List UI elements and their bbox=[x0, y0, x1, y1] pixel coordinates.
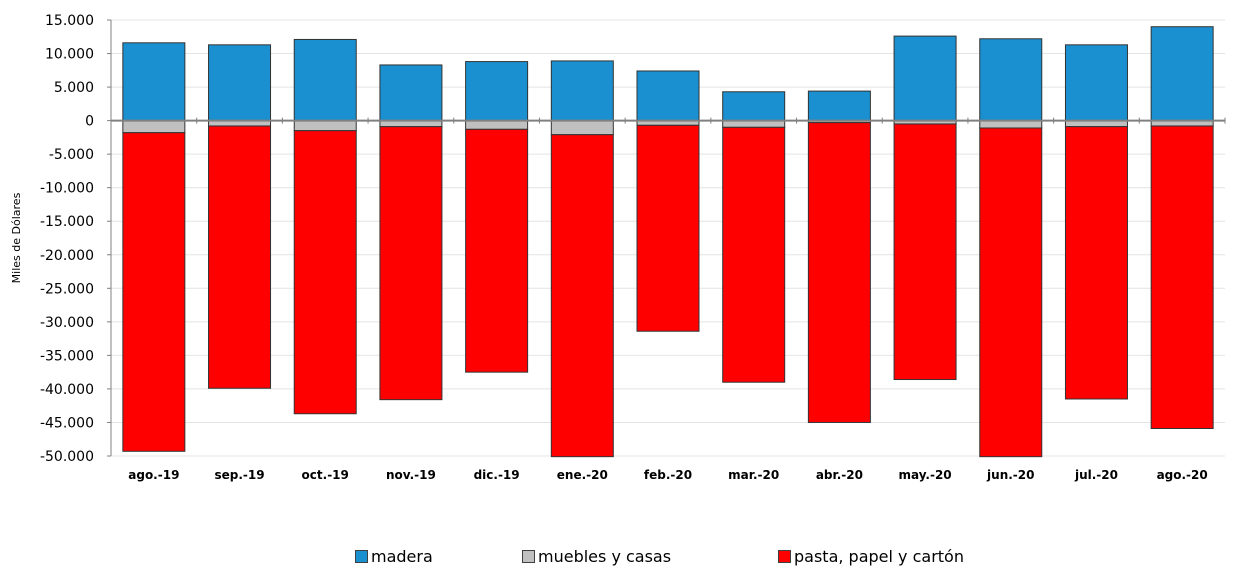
bar-pasta-papel-y-cart-n-ago-19 bbox=[122, 132, 186, 452]
bar-muebles-y-casas-dic-19 bbox=[465, 120, 529, 130]
bar-pasta-papel-y-cart-n-may-20 bbox=[893, 123, 957, 381]
x-tick-label: ago.-19 bbox=[128, 468, 179, 482]
bars bbox=[122, 26, 1214, 458]
x-tick-label: mar.-20 bbox=[728, 468, 779, 482]
legend-item-madera: madera bbox=[355, 547, 433, 566]
x-tick-label: may.-20 bbox=[898, 468, 951, 482]
stacked-bar-chart: 15.000 10.000 5.000 0 -5.000 -10.000 -15.000 -2… bbox=[10, 13, 1226, 482]
y-tick-label: -10.000 bbox=[40, 181, 94, 197]
legend-swatch-madera bbox=[355, 550, 368, 563]
bar-muebles-y-casas-oct-19 bbox=[293, 120, 357, 132]
y-tick-labels: 15.000 10.000 5.000 0 -5.000 -10.000 -15.000 -2… bbox=[40, 13, 94, 465]
axes bbox=[107, 19, 1226, 457]
bar-muebles-y-casas-mar-20 bbox=[722, 120, 786, 128]
bar-pasta-papel-y-cart-n-jul-20 bbox=[1064, 126, 1128, 400]
x-tick-label: ago.-20 bbox=[1157, 468, 1208, 482]
y-tick-label: -5.000 bbox=[49, 147, 94, 163]
y-tick-label: -15.000 bbox=[40, 214, 94, 230]
y-tick-label: -30.000 bbox=[40, 315, 94, 331]
x-tick-label: nov.-19 bbox=[386, 468, 436, 482]
bar-madera-sep-19 bbox=[208, 44, 272, 122]
bar-pasta-papel-y-cart-n-ago-20 bbox=[1150, 125, 1214, 429]
y-tick-label: 15.000 bbox=[45, 13, 94, 29]
bar-muebles-y-casas-jun-20 bbox=[979, 120, 1043, 129]
y-tick-label: -40.000 bbox=[40, 382, 94, 398]
legend-label-madera: madera bbox=[371, 547, 433, 566]
bar-madera-jun-20 bbox=[979, 38, 1043, 122]
bar-pasta-papel-y-cart-n-abr-20 bbox=[807, 122, 871, 423]
legend-swatch-pasta-papel-y-carton bbox=[778, 550, 791, 563]
bar-muebles-y-casas-ene-20 bbox=[550, 120, 614, 136]
bar-muebles-y-casas-ago-19 bbox=[122, 120, 186, 134]
bar-madera-feb-20 bbox=[636, 70, 700, 122]
legend-swatch-muebles-y-casas bbox=[522, 550, 535, 563]
bar-madera-jul-20 bbox=[1064, 44, 1128, 122]
bar-pasta-papel-y-cart-n-jun-20 bbox=[979, 127, 1043, 458]
bar-madera-may-20 bbox=[893, 35, 957, 122]
legend: madera muebles y casas pasta, papel y ca… bbox=[0, 547, 1237, 567]
legend-item-pasta-papel-y-carton: pasta, papel y cartón bbox=[778, 547, 964, 566]
bar-madera-oct-19 bbox=[293, 38, 357, 122]
bar-pasta-papel-y-cart-n-mar-20 bbox=[722, 126, 786, 383]
legend-label-pasta-papel-y-carton: pasta, papel y cartón bbox=[794, 547, 964, 566]
y-tick-label: -35.000 bbox=[40, 348, 94, 364]
bar-madera-ago-19 bbox=[122, 42, 186, 122]
bar-madera-mar-20 bbox=[722, 91, 786, 122]
legend-item-muebles-y-casas: muebles y casas bbox=[522, 547, 671, 566]
x-tick-label: oct.-19 bbox=[302, 468, 349, 482]
bar-pasta-papel-y-cart-n-sep-19 bbox=[208, 125, 272, 389]
x-tick-label: ene.-20 bbox=[557, 468, 608, 482]
bar-pasta-papel-y-cart-n-dic-19 bbox=[465, 128, 529, 373]
bar-madera-ene-20 bbox=[550, 60, 614, 122]
y-tick-label: -45.000 bbox=[40, 415, 94, 431]
bar-pasta-papel-y-cart-n-oct-19 bbox=[293, 130, 357, 415]
legend-label-muebles-y-casas: muebles y casas bbox=[538, 547, 672, 566]
bar-madera-ago-20 bbox=[1150, 26, 1214, 122]
bar-pasta-papel-y-cart-n-feb-20 bbox=[636, 124, 700, 332]
bar-madera-nov-19 bbox=[379, 64, 443, 122]
y-tick-label: 5.000 bbox=[54, 80, 94, 96]
y-tick-label: -25.000 bbox=[40, 281, 94, 297]
x-tick-labels: ago.-19 sep.-19 oct.-19 nov.-19 dic.-19 ene.-… bbox=[128, 468, 1207, 482]
x-tick-label: sep.-19 bbox=[214, 468, 264, 482]
bar-pasta-papel-y-cart-n-ene-20 bbox=[550, 134, 614, 458]
y-axis-label: Miles de Dólares bbox=[10, 192, 23, 283]
bar-madera-abr-20 bbox=[807, 90, 871, 122]
x-tick-label: abr.-20 bbox=[816, 468, 863, 482]
x-tick-label: jun.-20 bbox=[986, 468, 1034, 482]
bar-pasta-papel-y-cart-n-nov-19 bbox=[379, 126, 443, 401]
y-tick-label: -20.000 bbox=[40, 248, 94, 264]
x-tick-label: feb.-20 bbox=[644, 468, 692, 482]
y-tick-label: -50.000 bbox=[40, 449, 94, 465]
x-tick-label: dic.-19 bbox=[474, 468, 520, 482]
x-tick-label: jul.-20 bbox=[1074, 468, 1118, 482]
y-tick-label: 10.000 bbox=[45, 47, 94, 63]
bar-madera-dic-19 bbox=[465, 61, 529, 122]
y-tick-label: 0 bbox=[85, 114, 94, 130]
